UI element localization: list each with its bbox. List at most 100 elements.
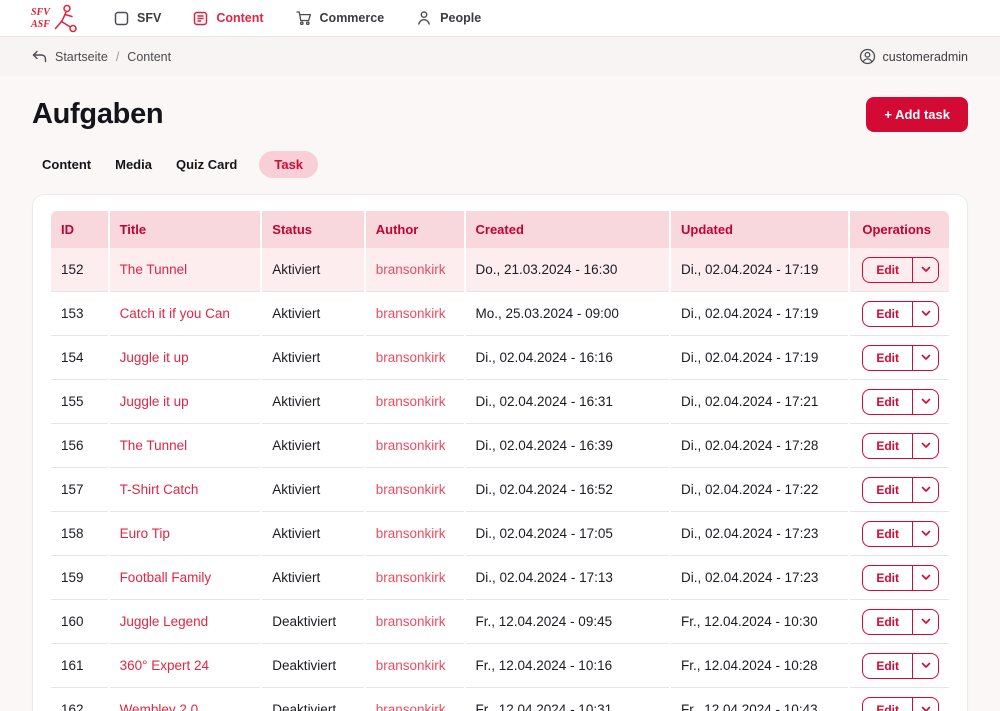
task-author-link[interactable]: bransonkirk bbox=[375, 658, 446, 673]
tab-media[interactable]: Media bbox=[115, 156, 152, 172]
edit-button[interactable]: Edit bbox=[863, 433, 913, 458]
edit-dropdown-toggle[interactable] bbox=[913, 522, 938, 546]
edit-split-button: Edit bbox=[862, 344, 939, 371]
task-author-link[interactable]: bransonkirk bbox=[375, 526, 446, 541]
task-author-link[interactable]: bransonkirk bbox=[375, 350, 446, 365]
task-author-link[interactable]: bransonkirk bbox=[375, 438, 446, 453]
nav-label: SFV bbox=[137, 11, 162, 25]
task-author-link[interactable]: bransonkirk bbox=[375, 702, 446, 711]
task-title-link[interactable]: Juggle Legend bbox=[119, 614, 209, 629]
edit-button[interactable]: Edit bbox=[863, 697, 913, 711]
task-updated-cell: Di., 02.04.2024 - 17:19 bbox=[670, 336, 849, 380]
edit-dropdown-toggle[interactable] bbox=[913, 434, 938, 458]
task-title-cell: Wembley 2.0 bbox=[109, 688, 261, 711]
breadcrumb-link-content[interactable]: Content bbox=[127, 49, 172, 64]
task-title-link[interactable]: T-Shirt Catch bbox=[119, 482, 199, 497]
tab-quiz-card[interactable]: Quiz Card bbox=[175, 156, 238, 172]
edit-button[interactable]: Edit bbox=[863, 257, 913, 282]
edit-button[interactable]: Edit bbox=[863, 389, 913, 414]
nav-item-commerce[interactable]: Commerce bbox=[295, 10, 384, 26]
nav-label: Content bbox=[216, 11, 264, 25]
column-header-operations: Operations bbox=[850, 211, 949, 248]
back-arrow-icon[interactable] bbox=[32, 50, 47, 63]
tab-task[interactable]: Task bbox=[259, 150, 319, 178]
chevron-down-icon bbox=[921, 706, 931, 711]
task-title-link[interactable]: Wembley 2.0 bbox=[119, 702, 199, 711]
task-title-link[interactable]: Football Family bbox=[119, 570, 212, 585]
table-header-row: ID Title Status Author Created Updated O… bbox=[51, 211, 949, 248]
edit-button[interactable]: Edit bbox=[863, 653, 913, 678]
nav-item-sfv[interactable]: SFV bbox=[114, 11, 161, 26]
edit-dropdown-toggle[interactable] bbox=[913, 654, 938, 678]
task-operations-cell: Edit bbox=[850, 644, 949, 688]
edit-dropdown-toggle[interactable] bbox=[913, 346, 938, 370]
task-author-link[interactable]: bransonkirk bbox=[375, 570, 446, 585]
task-author-link[interactable]: bransonkirk bbox=[375, 394, 446, 409]
task-title-link[interactable]: 360° Expert 24 bbox=[119, 658, 210, 673]
edit-split-button: Edit bbox=[862, 520, 939, 547]
column-header-updated: Updated bbox=[670, 211, 849, 248]
task-updated-cell: Di., 02.04.2024 - 17:28 bbox=[670, 424, 849, 468]
task-title-link[interactable]: The Tunnel bbox=[119, 438, 188, 453]
edit-dropdown-toggle[interactable] bbox=[913, 390, 938, 414]
task-updated-cell: Di., 02.04.2024 - 17:23 bbox=[670, 556, 849, 600]
task-title-link[interactable]: Juggle it up bbox=[119, 394, 189, 409]
task-status-cell: Aktiviert bbox=[262, 424, 364, 468]
edit-button[interactable]: Edit bbox=[863, 609, 913, 634]
nav-item-content[interactable]: Content bbox=[193, 11, 264, 26]
task-updated-cell: Fr., 12.04.2024 - 10:28 bbox=[670, 644, 849, 688]
task-created-cell: Mo., 25.03.2024 - 09:00 bbox=[465, 292, 669, 336]
edit-dropdown-toggle[interactable] bbox=[913, 478, 938, 502]
edit-split-button: Edit bbox=[862, 388, 939, 415]
chevron-down-icon bbox=[921, 574, 931, 581]
chevron-down-icon bbox=[921, 486, 931, 493]
task-title-cell: 360° Expert 24 bbox=[109, 644, 261, 688]
edit-dropdown-toggle[interactable] bbox=[913, 610, 938, 634]
edit-dropdown-toggle[interactable] bbox=[913, 566, 938, 590]
edit-split-button: Edit bbox=[862, 696, 939, 711]
task-author-link[interactable]: bransonkirk bbox=[375, 614, 446, 629]
task-id-cell: 159 bbox=[51, 556, 108, 600]
nav-item-people[interactable]: People bbox=[416, 10, 481, 26]
add-task-button[interactable]: + Add task bbox=[866, 96, 968, 132]
edit-button[interactable]: Edit bbox=[863, 301, 913, 326]
task-created-cell: Do., 21.03.2024 - 16:30 bbox=[465, 248, 669, 292]
task-author-cell: bransonkirk bbox=[365, 248, 464, 292]
task-id-cell: 158 bbox=[51, 512, 108, 556]
task-author-cell: bransonkirk bbox=[365, 424, 464, 468]
tab-content[interactable]: Content bbox=[42, 156, 92, 172]
task-created-cell: Di., 02.04.2024 - 16:39 bbox=[465, 424, 669, 468]
edit-button[interactable]: Edit bbox=[863, 345, 913, 370]
task-author-link[interactable]: bransonkirk bbox=[375, 306, 446, 321]
chevron-down-icon bbox=[921, 618, 931, 625]
column-header-author: Author bbox=[365, 211, 464, 248]
edit-split-button: Edit bbox=[862, 652, 939, 679]
task-title-link[interactable]: Catch it if you Can bbox=[119, 306, 230, 321]
chevron-down-icon bbox=[921, 662, 931, 669]
edit-dropdown-toggle[interactable] bbox=[913, 302, 938, 326]
edit-button[interactable]: Edit bbox=[863, 477, 913, 502]
task-title-link[interactable]: Juggle it up bbox=[119, 350, 189, 365]
table-row: 155 Juggle it up Aktiviert bransonkirk D… bbox=[51, 380, 949, 424]
user-menu[interactable]: customeradmin bbox=[859, 48, 968, 65]
table-row: 161 360° Expert 24 Deaktiviert bransonki… bbox=[51, 644, 949, 688]
task-author-link[interactable]: bransonkirk bbox=[375, 262, 446, 277]
edit-dropdown-toggle[interactable] bbox=[913, 698, 938, 711]
edit-dropdown-toggle[interactable] bbox=[913, 258, 938, 282]
chevron-down-icon bbox=[921, 266, 931, 273]
task-title-cell: T-Shirt Catch bbox=[109, 468, 261, 512]
column-header-id: ID bbox=[51, 211, 108, 248]
task-title-link[interactable]: The Tunnel bbox=[119, 262, 188, 277]
table-row: 153 Catch it if you Can Aktiviert branso… bbox=[51, 292, 949, 336]
task-status-cell: Aktiviert bbox=[262, 336, 364, 380]
edit-button[interactable]: Edit bbox=[863, 521, 913, 546]
task-author-link[interactable]: bransonkirk bbox=[375, 482, 446, 497]
task-title-link[interactable]: Euro Tip bbox=[119, 526, 170, 541]
task-author-cell: bransonkirk bbox=[365, 556, 464, 600]
sfv-logo[interactable]: SFV ASF bbox=[30, 3, 80, 33]
task-operations-cell: Edit bbox=[850, 380, 949, 424]
task-title-cell: Juggle Legend bbox=[109, 600, 261, 644]
breadcrumb-link-startseite[interactable]: Startseite bbox=[55, 49, 108, 64]
task-created-cell: Di., 02.04.2024 - 17:13 bbox=[465, 556, 669, 600]
edit-button[interactable]: Edit bbox=[863, 565, 913, 590]
